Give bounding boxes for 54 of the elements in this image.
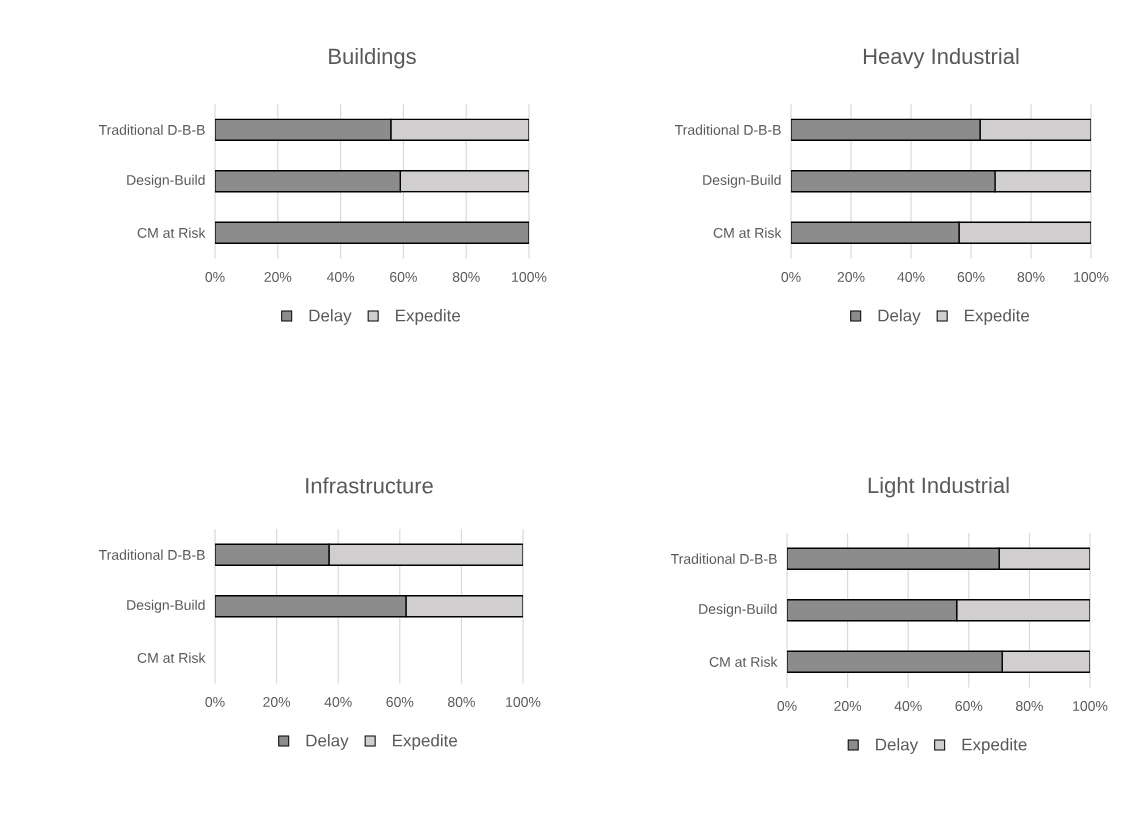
x-tick-label: 40% bbox=[324, 697, 352, 707]
x-tick-label: 60% bbox=[957, 272, 985, 282]
chart-title: Buildings bbox=[329, 47, 416, 69]
x-tick-label: 0% bbox=[777, 701, 797, 711]
y-tick-label: Traditional D-B-B bbox=[98, 549, 205, 560]
x-tick-label: 0% bbox=[781, 272, 801, 282]
legend-label: Delay bbox=[309, 309, 352, 325]
y-tick-label: Traditional D-B-B bbox=[674, 124, 781, 135]
bar bbox=[215, 543, 330, 566]
y-tick-label: CM at Risk bbox=[137, 652, 206, 663]
x-tick-label: 40% bbox=[894, 701, 922, 711]
x-tick-label: 80% bbox=[452, 272, 480, 282]
x-tick-label: 0% bbox=[205, 272, 225, 282]
x-tick-label: 100% bbox=[1074, 272, 1109, 282]
y-tick-label: Design-Build bbox=[127, 174, 205, 188]
bar bbox=[787, 599, 958, 622]
x-tick-label: 20% bbox=[837, 272, 865, 282]
x-tick-label: 20% bbox=[834, 701, 862, 711]
legend-label: Expedite bbox=[393, 734, 458, 750]
x-tick-label: 20% bbox=[263, 697, 291, 707]
legend-label: Delay bbox=[876, 738, 919, 754]
x-tick-label: 100% bbox=[512, 272, 547, 282]
bar bbox=[215, 221, 530, 244]
x-tick-label: 0% bbox=[205, 697, 225, 707]
x-tick-label: 80% bbox=[1017, 272, 1045, 282]
legend-label: Delay bbox=[878, 309, 921, 325]
y-tick-label: Traditional D-B-B bbox=[670, 553, 777, 564]
y-tick-label: CM at Risk bbox=[709, 656, 778, 667]
chart-title: Heavy Industrial bbox=[863, 47, 1019, 69]
x-tick-label: 100% bbox=[1073, 701, 1108, 711]
x-tick-label: 60% bbox=[390, 272, 417, 282]
bar bbox=[215, 595, 407, 618]
y-tick-label: CM at Risk bbox=[137, 227, 206, 238]
legend-label: Expedite bbox=[965, 309, 1030, 325]
bar bbox=[787, 650, 1003, 673]
x-tick-label: 60% bbox=[955, 701, 983, 711]
y-tick-label: CM at Risk bbox=[713, 227, 782, 238]
x-tick-label: 60% bbox=[386, 697, 414, 707]
x-tick-label: 80% bbox=[448, 697, 475, 707]
y-tick-label: Traditional D-B-B bbox=[98, 124, 205, 135]
x-tick-label: 40% bbox=[897, 272, 925, 282]
x-tick-label: 80% bbox=[1016, 701, 1043, 711]
y-tick-label: Design-Build bbox=[699, 603, 777, 617]
legend-label: Expedite bbox=[396, 309, 461, 325]
y-tick-label: Design-Build bbox=[703, 174, 781, 188]
x-tick-label: 20% bbox=[264, 272, 292, 282]
legend-label: Expedite bbox=[962, 738, 1027, 754]
bar bbox=[787, 547, 1000, 570]
x-tick-label: 40% bbox=[326, 272, 355, 282]
chart-title: Light Industrial bbox=[868, 476, 1009, 498]
legend-label: Delay bbox=[306, 734, 349, 750]
y-tick-label: Design-Build bbox=[127, 599, 205, 613]
x-tick-label: 100% bbox=[506, 697, 541, 707]
chart-title: Infrastructure bbox=[306, 477, 433, 494]
